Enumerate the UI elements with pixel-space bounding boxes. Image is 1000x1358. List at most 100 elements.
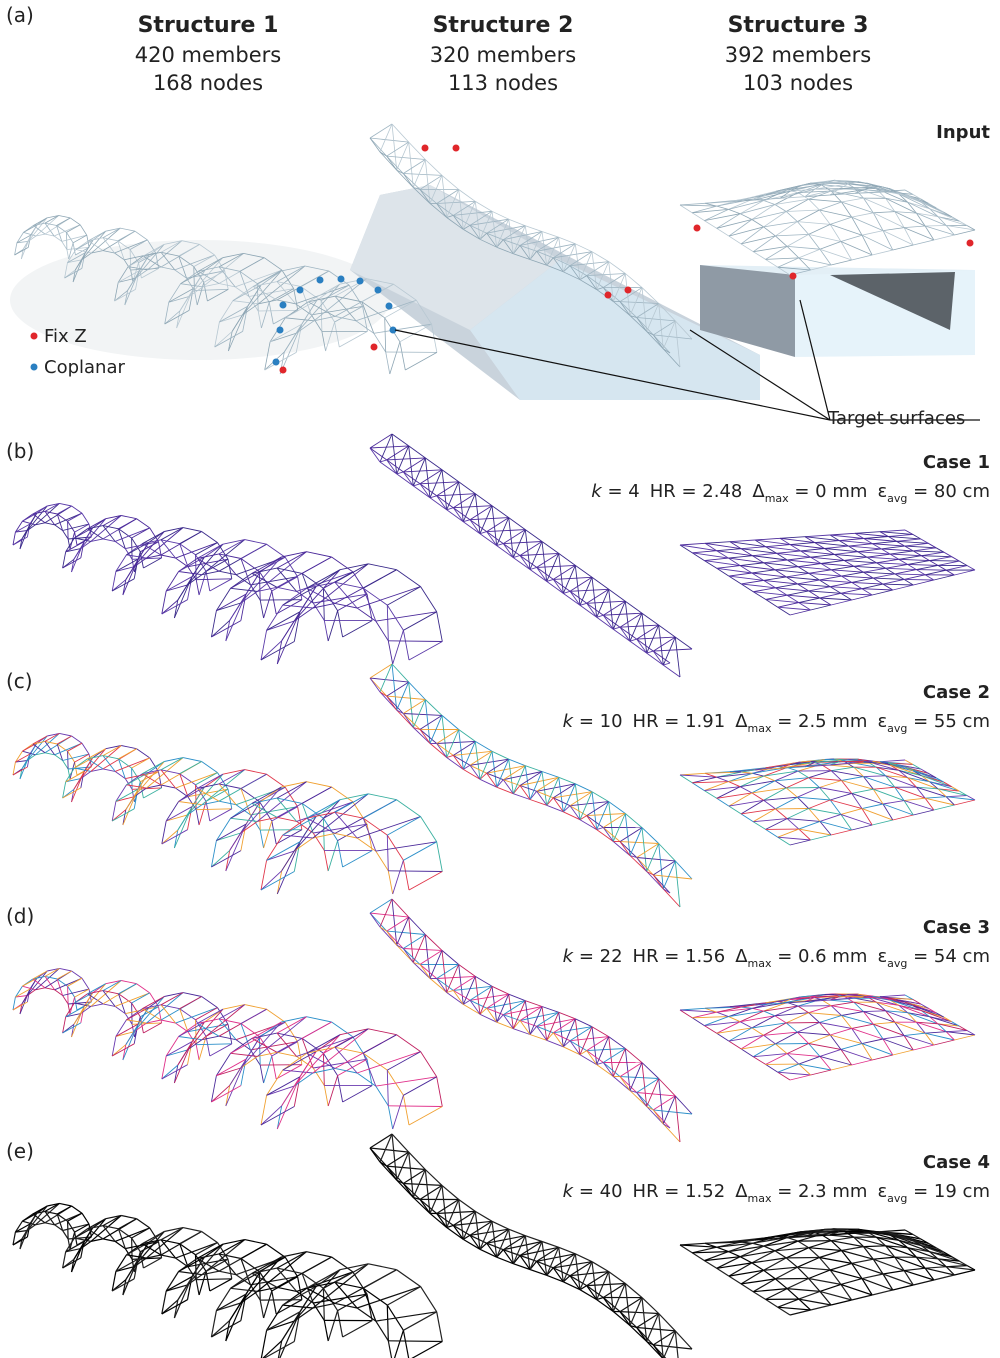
stat-value: = 0 mm [789,481,868,502]
member [492,1221,509,1229]
member [282,587,316,641]
member [799,1291,820,1299]
member [388,641,392,664]
legend-dot [31,364,38,371]
case-title: Case 4 [923,1152,990,1173]
member [799,1056,820,1064]
member [143,1023,161,1033]
member [218,773,229,790]
member [542,1007,559,1013]
member [328,1311,337,1341]
member [206,1271,210,1291]
structure-members: 392 members [725,43,871,67]
stat-subscript: avg [887,957,907,970]
member [692,551,717,553]
member [864,537,889,539]
member [72,506,82,513]
member [282,1052,316,1106]
member [210,809,232,821]
member [778,603,799,608]
member [766,595,788,599]
stat-value: = 22 [573,946,622,967]
member [245,1240,267,1245]
member [740,1257,752,1263]
member [642,1298,659,1314]
member [497,546,514,558]
member [764,1011,775,1016]
member [913,1045,934,1050]
member [264,1056,272,1083]
member [692,783,704,791]
member [409,1107,442,1126]
member [852,1263,883,1274]
stat-value: = 0.6 mm [771,946,867,967]
member [559,1247,576,1254]
member [852,825,873,830]
member [241,544,267,558]
member [778,607,811,610]
member [717,1012,729,1016]
fix-node [453,145,460,152]
member [820,1049,841,1056]
panel-label: (c) [6,669,33,693]
member [525,530,542,542]
member [264,821,272,848]
member [741,814,753,822]
coplanar-node [277,327,284,334]
stat-symbol: HR [633,946,659,967]
member [830,587,862,589]
member [740,214,752,220]
member [252,557,282,573]
member [775,222,797,236]
member [752,205,775,220]
stat-symbol: ε [877,481,887,502]
member [82,513,89,524]
member [904,1033,925,1035]
structure-nodes: 113 nodes [448,71,558,95]
member [852,1295,873,1300]
member [387,931,426,934]
member [267,605,283,630]
coplanar-node [297,287,304,294]
member [260,1065,263,1083]
member [307,782,332,787]
member [260,830,263,848]
member [324,1320,328,1341]
fix-node [280,367,287,374]
member [913,580,934,585]
member [409,642,442,661]
member [183,1228,202,1232]
member [854,566,886,568]
member [852,1028,883,1039]
member [63,558,81,568]
member [63,761,69,770]
member [830,217,852,224]
member [904,579,913,585]
stat-value: = 2.5 mm [771,711,867,732]
member [659,1079,676,1096]
member [442,175,459,189]
member [63,754,89,760]
member [921,552,944,556]
member [790,543,815,545]
stat-value: = 80 cm [907,481,990,502]
member [587,814,626,816]
member [196,1280,199,1295]
member [809,1241,832,1248]
member [790,840,811,845]
member [680,1010,692,1018]
member [137,1219,150,1228]
member [272,1291,276,1314]
member [520,553,559,555]
member [307,552,332,557]
member [459,1200,476,1212]
member [841,242,872,256]
member [809,1013,842,1016]
member [335,1029,368,1048]
member [267,1070,283,1095]
member [904,228,934,240]
member [862,589,893,590]
member [388,641,442,642]
member [132,1228,150,1238]
case-stats: k = 40HR = 1.52Δmax = 2.3 mmεavg = 19 cm [563,1181,990,1205]
